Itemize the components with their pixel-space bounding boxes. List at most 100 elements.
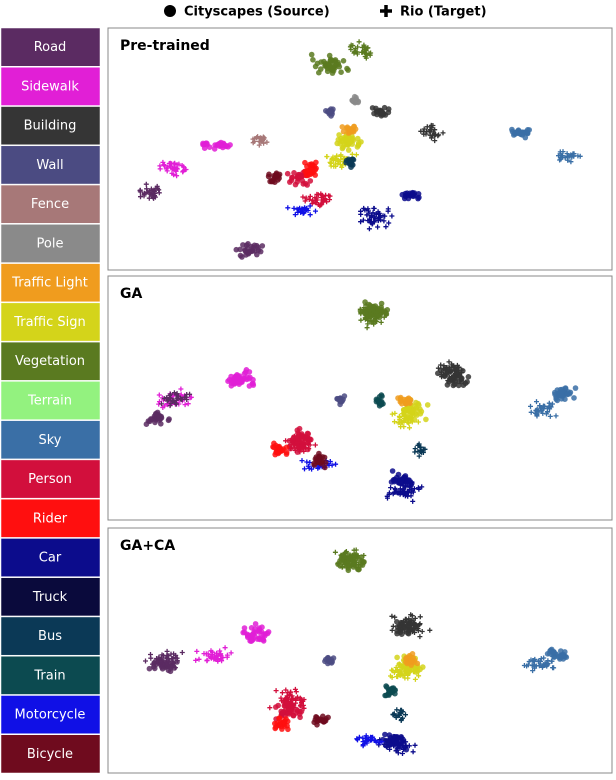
- target-point: [403, 712, 408, 718]
- legend-label: Building: [24, 119, 77, 134]
- target-point: [534, 399, 539, 405]
- target-point: [158, 664, 164, 670]
- source-point: [312, 63, 319, 70]
- target-point: [306, 197, 312, 202]
- target-point: [295, 445, 301, 451]
- source-point: [257, 636, 263, 643]
- target-point: [166, 658, 172, 664]
- source-point: [334, 140, 341, 147]
- source-point: [382, 731, 388, 738]
- target-point: [386, 492, 392, 497]
- target-point: [362, 736, 368, 742]
- source-point: [509, 128, 516, 135]
- source-point: [385, 106, 392, 112]
- legend-swatch: [0, 420, 101, 460]
- target-point: [179, 163, 185, 169]
- target-point: [179, 650, 185, 655]
- target-point: [386, 220, 392, 226]
- source-label: Cityscapes (Source): [184, 5, 330, 20]
- source-point: [572, 385, 579, 391]
- source-point: [450, 382, 457, 389]
- target-point: [404, 619, 410, 625]
- target-point: [264, 139, 270, 145]
- target-point: [319, 192, 325, 198]
- target-point: [415, 419, 421, 425]
- target-point: [283, 687, 289, 693]
- target-point: [412, 446, 418, 452]
- target-point: [182, 402, 188, 408]
- target-point: [174, 166, 180, 172]
- target-point: [174, 173, 180, 179]
- source-point: [143, 421, 150, 428]
- target-point: [392, 740, 398, 746]
- target-point: [305, 438, 311, 444]
- source-point: [291, 170, 297, 176]
- target-point: [406, 743, 412, 749]
- target-point: [335, 157, 341, 163]
- target-point: [137, 189, 143, 195]
- target-point: [452, 367, 458, 373]
- target-point: [284, 699, 289, 705]
- target-point: [339, 164, 345, 170]
- target-point: [304, 434, 310, 440]
- legend-label: Bicycle: [27, 747, 73, 762]
- source-point: [374, 397, 381, 403]
- target-point: [251, 138, 257, 144]
- source-point: [298, 708, 305, 715]
- legend-swatch: [0, 655, 101, 695]
- source-point: [464, 379, 470, 385]
- target-point: [285, 205, 291, 211]
- target-point: [453, 371, 459, 377]
- target-point: [544, 663, 550, 669]
- target-point: [405, 493, 411, 499]
- source-point: [355, 135, 361, 142]
- target-point: [302, 198, 308, 204]
- target-point: [222, 645, 228, 651]
- target-point: [381, 741, 387, 747]
- target-point: [412, 742, 418, 748]
- panel-title: GA: [120, 286, 142, 302]
- target-point: [417, 621, 423, 627]
- target-point: [370, 307, 376, 313]
- target-point: [334, 153, 340, 159]
- target-point: [154, 656, 160, 661]
- source-point: [343, 157, 350, 164]
- target-point: [397, 745, 403, 751]
- source-point: [342, 137, 349, 143]
- legend-swatch: [0, 616, 101, 656]
- target-point: [148, 655, 154, 661]
- source-point: [399, 191, 406, 198]
- target-point: [159, 401, 164, 407]
- target-point: [309, 466, 315, 472]
- source-point: [279, 726, 285, 732]
- target-point: [407, 483, 413, 489]
- target-point: [356, 39, 362, 45]
- source-point: [383, 692, 390, 699]
- target-point: [390, 623, 396, 629]
- target-point: [419, 629, 425, 634]
- source-point: [399, 401, 405, 407]
- source-point: [242, 369, 249, 376]
- target-point: [416, 453, 422, 459]
- target-point: [389, 613, 395, 619]
- legend-label: Traffic Light: [11, 276, 88, 291]
- source-point: [307, 178, 314, 184]
- target-point: [169, 663, 175, 669]
- target-point: [416, 673, 422, 679]
- target-point: [329, 462, 335, 468]
- target-point: [409, 479, 415, 485]
- source-point: [200, 141, 206, 148]
- source-point: [153, 410, 159, 417]
- target-point: [405, 419, 410, 425]
- target-point: [183, 394, 189, 400]
- legend-swatch: [0, 459, 101, 499]
- source-marker: [164, 5, 176, 17]
- target-point: [391, 670, 397, 675]
- source-point: [336, 132, 342, 138]
- source-point: [410, 191, 417, 197]
- source-point: [371, 110, 377, 117]
- source-point: [223, 142, 230, 149]
- source-point: [329, 108, 335, 114]
- target-point: [327, 459, 333, 464]
- target-point: [363, 51, 369, 57]
